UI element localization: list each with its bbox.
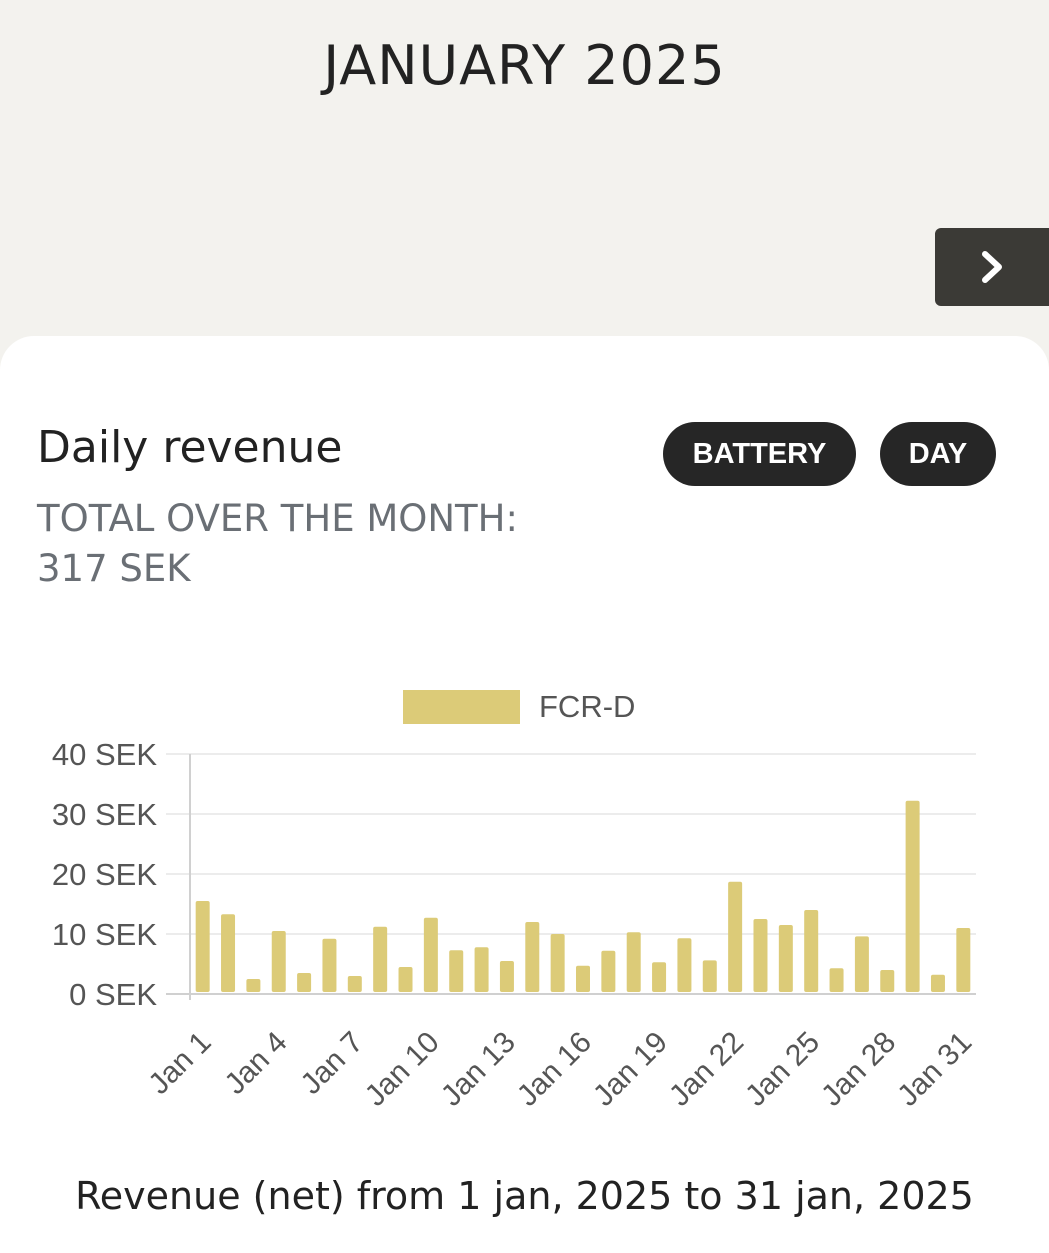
bar-jan-10[interactable] [423, 917, 438, 992]
bar-jan-20[interactable] [677, 938, 692, 992]
revenue-bar-chart: 0 SEK 10 SEK 20 SEK 30 SEK 40 SEK Jan 1 Jan 4 J… [52, 689, 978, 1113]
revenue-card: Daily revenue TOTAL OVER THE MONTH: 317 … [0, 336, 1049, 1253]
total-summary: TOTAL OVER THE MONTH: 317 SEK [37, 494, 637, 594]
bar-jan-11[interactable] [449, 950, 464, 992]
bar-jan-12[interactable] [474, 947, 489, 992]
x-tick-label: Jan 19 [587, 1026, 674, 1113]
bar-jan-4[interactable] [271, 931, 286, 992]
bar-jan-23[interactable] [753, 919, 768, 992]
y-tick-label: 40 SEK [52, 737, 157, 772]
bar-jan-17[interactable] [601, 950, 616, 992]
bar-jan-3[interactable] [246, 979, 261, 992]
bar-jan-15[interactable] [550, 934, 565, 992]
x-tick-label: Jan 10 [359, 1026, 446, 1113]
battery-toggle-button[interactable]: BATTERY [663, 422, 856, 486]
x-tick-label: Jan 16 [511, 1026, 598, 1113]
bar-jan-16[interactable] [576, 965, 590, 992]
total-value: 317 SEK [37, 547, 191, 590]
bar-jan-26[interactable] [829, 968, 844, 992]
chevron-right-icon [982, 251, 1002, 283]
bar-jan-27[interactable] [854, 936, 869, 992]
x-tick-label: Jan 13 [435, 1026, 522, 1113]
bar-jan-29[interactable] [905, 800, 920, 992]
bar-jan-22[interactable] [728, 881, 743, 992]
legend-label[interactable]: FCR-D [539, 689, 635, 724]
total-label: TOTAL OVER THE MONTH: [37, 497, 518, 540]
card-title: Daily revenue [37, 422, 343, 473]
bar-jan-9[interactable] [398, 967, 413, 992]
day-toggle-button[interactable]: DAY [880, 422, 996, 486]
y-tick-label: 0 SEK [69, 977, 157, 1012]
x-tick-label: Jan 31 [891, 1026, 978, 1113]
bar-jan-31[interactable] [956, 928, 971, 992]
bar-jan-7[interactable] [347, 976, 362, 992]
x-tick-label: Jan 28 [815, 1026, 902, 1113]
bar-jan-24[interactable] [778, 925, 793, 992]
bar-jan-13[interactable] [499, 961, 514, 992]
bar-jan-2[interactable] [221, 914, 236, 992]
bar-jan-21[interactable] [702, 960, 717, 992]
y-tick-label: 20 SEK [52, 857, 157, 892]
y-tick-label: 10 SEK [52, 917, 157, 952]
bar-jan-30[interactable] [930, 974, 945, 992]
month-title: JANUARY 2025 [323, 34, 726, 97]
date-range-footer: Revenue (net) from 1 jan, 2025 to 31 jan… [75, 1174, 974, 1218]
bar-jan-28[interactable] [880, 970, 895, 992]
bar-jan-6[interactable] [322, 938, 337, 992]
next-month-button[interactable] [935, 228, 1049, 306]
bar-jan-25[interactable] [804, 910, 819, 992]
bar-jan-5[interactable] [297, 973, 312, 992]
x-tick-label: Jan 25 [739, 1026, 826, 1113]
x-tick-label: Jan 4 [218, 1026, 293, 1101]
legend-swatch [403, 690, 520, 724]
y-tick-label: 30 SEK [52, 797, 157, 832]
x-tick-label: Jan 1 [142, 1026, 217, 1101]
bar-jan-18[interactable] [626, 932, 641, 992]
bar-jan-1[interactable] [195, 901, 210, 992]
bar-jan-14[interactable] [525, 922, 540, 992]
bar-jan-8[interactable] [373, 926, 388, 992]
x-tick-label: Jan 22 [663, 1026, 750, 1113]
bar-jan-19[interactable] [652, 962, 667, 992]
